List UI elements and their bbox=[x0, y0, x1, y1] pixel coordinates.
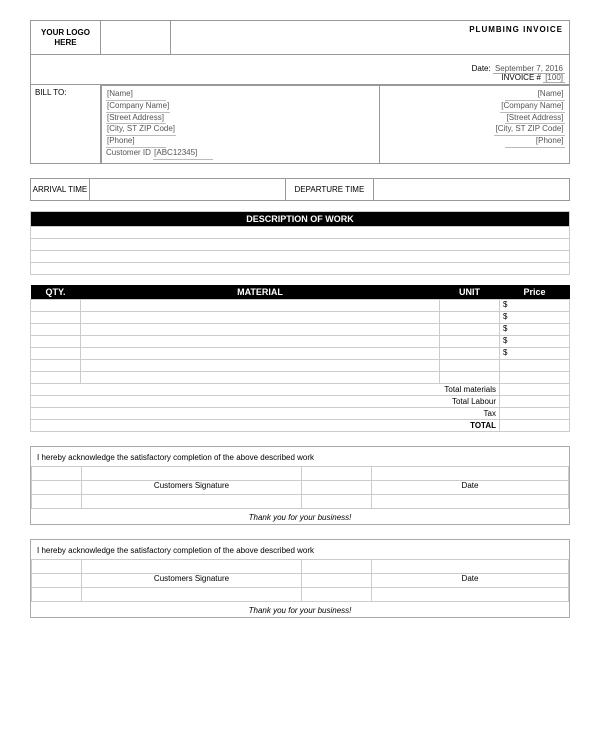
signature-date-label: Date bbox=[372, 574, 569, 588]
ship-name: [Name] bbox=[505, 89, 565, 101]
departure-label: DEPARTURE TIME bbox=[285, 179, 373, 201]
signature-box: I hereby acknowledge the satisfactory co… bbox=[30, 446, 570, 525]
thank-you-text: Thank you for your business! bbox=[31, 509, 569, 524]
bill-company: [Company Name] bbox=[106, 101, 170, 113]
customer-signature-label: Customers Signature bbox=[82, 481, 302, 495]
bill-to-right: [Name] [Company Name] [Street Address] [… bbox=[380, 86, 569, 164]
acknowledgement-text: I hereby acknowledge the satisfactory co… bbox=[31, 453, 569, 466]
work-row bbox=[31, 239, 570, 251]
price-cell bbox=[500, 360, 570, 372]
col-price: Price bbox=[500, 285, 570, 300]
bill-to-left: [Name] [Company Name] [Street Address] [… bbox=[102, 86, 380, 164]
bill-street: [Street Address] bbox=[106, 113, 166, 125]
ship-street: [Street Address] bbox=[505, 113, 565, 125]
cust-id-label: Customer ID bbox=[106, 148, 151, 157]
invoice-title: PLUMBING INVOICE bbox=[171, 21, 570, 55]
work-row bbox=[31, 263, 570, 275]
description-header: DESCRIPTION OF WORK bbox=[31, 212, 570, 227]
price-cell bbox=[500, 372, 570, 384]
materials-table: QTY. MATERIAL UNIT Price $ $ $ $ $ Total… bbox=[30, 285, 570, 432]
customer-signature-label: Customers Signature bbox=[82, 574, 302, 588]
arrival-label: ARRIVAL TIME bbox=[31, 179, 90, 201]
invoice-no-label: INVOICE # bbox=[501, 73, 541, 82]
work-row bbox=[31, 227, 570, 239]
total-materials-label: Total materials bbox=[31, 384, 500, 396]
cust-id-value: [ABC12345] bbox=[153, 148, 213, 160]
bill-to-label: BILL TO: bbox=[31, 85, 101, 164]
price-cell: $ bbox=[500, 324, 570, 336]
invoice-no-value: [100] bbox=[543, 73, 565, 83]
signature-box: I hereby acknowledge the satisfactory co… bbox=[30, 539, 570, 618]
logo-cell: YOUR LOGO HERE bbox=[31, 21, 101, 55]
col-unit: UNIT bbox=[440, 285, 500, 300]
price-cell: $ bbox=[500, 312, 570, 324]
work-row bbox=[31, 251, 570, 263]
price-cell: $ bbox=[500, 300, 570, 312]
header-table: YOUR LOGO HERE PLUMBING INVOICE Date: Se… bbox=[30, 20, 570, 164]
bill-name: [Name] bbox=[106, 89, 166, 101]
description-table: DESCRIPTION OF WORK bbox=[30, 211, 570, 275]
col-material: MATERIAL bbox=[81, 285, 440, 300]
thank-you-text: Thank you for your business! bbox=[31, 602, 569, 617]
bill-phone: [Phone] bbox=[106, 136, 166, 148]
arrival-value bbox=[89, 179, 285, 201]
ship-city: [City, ST ZIP Code] bbox=[494, 124, 564, 136]
signature-date-label: Date bbox=[372, 481, 569, 495]
price-cell: $ bbox=[500, 336, 570, 348]
date-label: Date: bbox=[472, 64, 491, 73]
price-cell: $ bbox=[500, 348, 570, 360]
departure-value bbox=[374, 179, 570, 201]
ship-phone: [Phone] bbox=[505, 136, 565, 148]
bill-city: [City, ST ZIP Code] bbox=[106, 124, 176, 136]
ship-company: [Company Name] bbox=[500, 101, 564, 113]
tax-label: Tax bbox=[31, 408, 500, 420]
invoice-meta: Date: September 7, 2016 INVOICE # [100] bbox=[31, 55, 570, 85]
time-table: ARRIVAL TIME DEPARTURE TIME bbox=[30, 178, 570, 201]
acknowledgement-text: I hereby acknowledge the satisfactory co… bbox=[31, 546, 569, 559]
total-label: TOTAL bbox=[31, 420, 500, 432]
total-labour-label: Total Labour bbox=[31, 396, 500, 408]
col-qty: QTY. bbox=[31, 285, 81, 300]
header-spacer bbox=[101, 21, 171, 55]
